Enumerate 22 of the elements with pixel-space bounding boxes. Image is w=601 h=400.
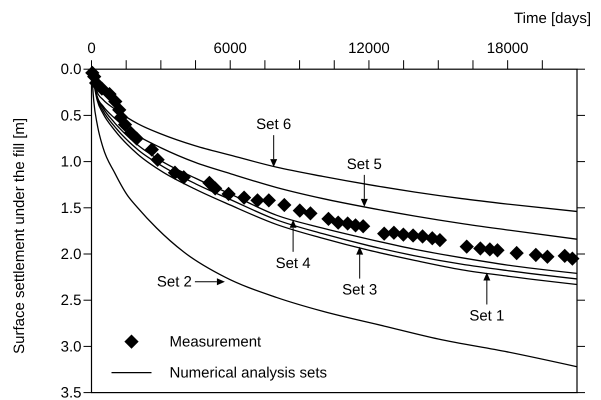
y-tick-label: 2.5 (60, 292, 82, 310)
annotation: Set 4 (276, 254, 311, 272)
legend-label: Measurement (170, 334, 262, 351)
y-tick-label: 0.0 (60, 61, 82, 78)
annotation: Set 3 (342, 282, 378, 299)
y-tick-label: 1.0 (60, 154, 82, 171)
annotation: Set 5 (346, 156, 382, 173)
y-tick-label: 0.5 (60, 107, 82, 124)
x-tick-label: 6000 (214, 40, 247, 58)
annotation: Set 6 (256, 116, 292, 134)
y-tick-label: 2.0 (60, 246, 82, 263)
legend-label: Numerical analysis sets (170, 364, 328, 382)
x-tick-label: 12000 (348, 40, 390, 58)
x-axis-title: Time [days] (514, 10, 591, 27)
y-tick-label: 3.5 (60, 384, 82, 400)
annotation: Set 1 (469, 307, 504, 324)
x-tick-label: 0 (87, 40, 96, 58)
annotation: Set 2 (156, 274, 192, 291)
x-tick-label: 18000 (486, 40, 528, 58)
y-axis-title: Surface settlement under the fill [m] (11, 118, 28, 354)
y-tick-label: 1.5 (60, 200, 82, 217)
y-tick-label: 3.0 (60, 338, 82, 356)
